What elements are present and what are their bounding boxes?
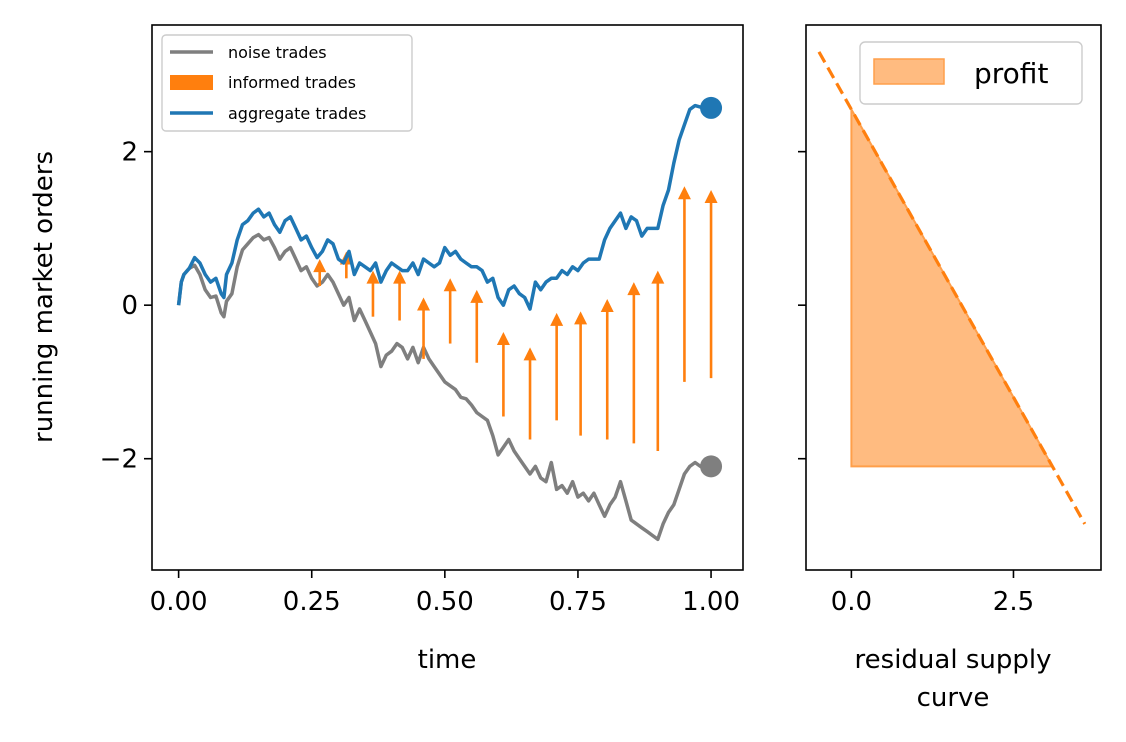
informed-trade-arrow-head bbox=[550, 312, 564, 326]
x-tick-label: 0.50 bbox=[416, 587, 474, 617]
right-x-axis-label-line1: residual supply bbox=[855, 645, 1052, 675]
right-plot-frame bbox=[805, 24, 1102, 571]
right-x-ticks: 0.0 2.5 bbox=[831, 570, 1034, 617]
informed-trade-arrow-head bbox=[496, 332, 510, 346]
x-tick-label: 2.5 bbox=[993, 587, 1034, 617]
left-plot-data-layer bbox=[176, 96, 723, 542]
right-legend: profit bbox=[859, 41, 1083, 105]
informed-trade-arrow-head bbox=[704, 190, 718, 204]
informed-trade-arrow-head bbox=[627, 282, 641, 296]
informed-trade-arrow bbox=[574, 311, 588, 436]
left-x-ticks: 0.00 0.25 0.50 0.75 1.00 bbox=[150, 570, 740, 617]
informed-trade-arrow bbox=[627, 282, 641, 444]
informed-trade-arrow bbox=[600, 299, 614, 440]
legend-informed-swatch bbox=[170, 75, 213, 90]
left-plot: 0.00 0.25 0.50 0.75 1.00 −2 0 2 time running m… bbox=[29, 24, 744, 675]
aggregate-end-marker bbox=[700, 96, 723, 119]
aggregate-trades-line bbox=[176, 103, 712, 311]
informed-trade-arrow-head bbox=[366, 270, 380, 284]
informed-trade-arrow bbox=[704, 190, 718, 379]
y-tick-label: 2 bbox=[121, 138, 138, 168]
informed-trade-arrow-head bbox=[600, 299, 614, 313]
left-y-ticks: −2 0 2 bbox=[100, 138, 152, 475]
y-tick-label: −2 bbox=[100, 445, 138, 475]
right-legend-box bbox=[859, 41, 1083, 105]
left-y-axis-label: running market orders bbox=[29, 151, 59, 443]
left-legend-box bbox=[161, 34, 413, 132]
informed-trade-arrow bbox=[366, 270, 380, 317]
legend-aggregate-label: aggregate trades bbox=[228, 104, 366, 123]
informed-trade-arrow bbox=[470, 289, 484, 363]
informed-trade-arrow-head bbox=[443, 278, 457, 292]
left-x-axis-label: time bbox=[418, 645, 477, 675]
x-tick-label: 0.0 bbox=[831, 587, 872, 617]
informed-trade-arrow bbox=[677, 186, 691, 382]
informed-trade-arrow bbox=[496, 332, 510, 417]
x-tick-label: 1.00 bbox=[682, 587, 740, 617]
x-tick-label: 0.25 bbox=[283, 587, 341, 617]
informed-trade-arrow bbox=[393, 270, 407, 321]
noise-trades-line bbox=[176, 232, 712, 542]
residual-supply-line bbox=[817, 51, 1087, 525]
legend-profit-label: profit bbox=[974, 57, 1048, 90]
legend-profit-swatch bbox=[873, 58, 945, 85]
legend-noise-label: noise trades bbox=[228, 43, 327, 62]
informed-trade-arrow-head bbox=[574, 311, 588, 325]
noise-end-marker bbox=[700, 455, 723, 478]
y-tick-label: 0 bbox=[121, 291, 138, 321]
informed-trade-arrow-head bbox=[523, 347, 537, 361]
informed-trade-arrow bbox=[550, 312, 564, 421]
informed-trade-arrow-head bbox=[470, 289, 484, 303]
informed-trade-arrow-head bbox=[651, 270, 665, 284]
x-tick-label: 0.75 bbox=[549, 587, 607, 617]
informed-trade-arrow-head bbox=[313, 259, 327, 273]
left-legend: noise trades informed trades aggregate t… bbox=[161, 34, 413, 132]
x-tick-label: 0.00 bbox=[150, 587, 208, 617]
right-y-ticks bbox=[798, 150, 806, 460]
right-x-axis-label-line2: curve bbox=[917, 683, 990, 713]
informed-trade-arrow bbox=[523, 347, 537, 440]
right-plot-data-layer bbox=[817, 51, 1087, 525]
informed-trade-arrow bbox=[443, 278, 457, 344]
left-plot-frame bbox=[151, 24, 744, 571]
informed-trade-arrow-head bbox=[393, 270, 407, 284]
legend-informed-label: informed trades bbox=[228, 73, 356, 92]
informed-trade-arrow bbox=[651, 270, 665, 452]
right-plot: 0.0 2.5 residual supply curve profit bbox=[798, 24, 1102, 713]
informed-trade-arrow bbox=[313, 259, 327, 286]
informed-trade-arrow-head bbox=[677, 186, 691, 200]
informed-trade-arrow bbox=[417, 297, 431, 359]
informed-trade-arrow-head bbox=[417, 297, 431, 311]
